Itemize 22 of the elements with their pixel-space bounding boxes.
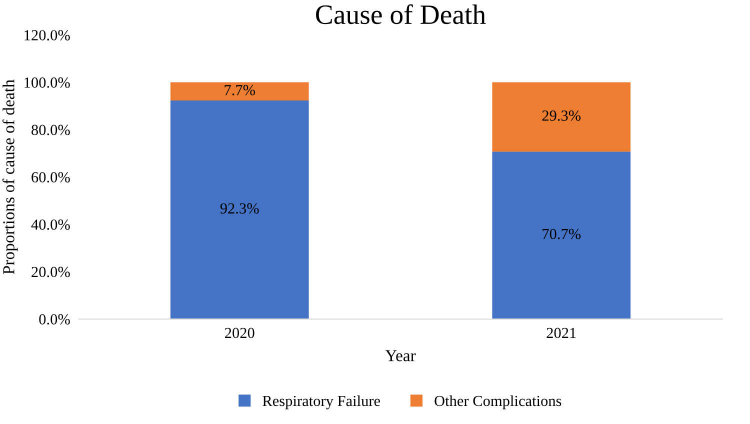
x-tick-label: 2021: [546, 328, 576, 338]
data-label: 29.3%: [542, 110, 581, 121]
y-axis-title: Proportions of cause of death: [2, 80, 18, 274]
legend-label: Other Complications: [434, 395, 562, 410]
bar: [492, 82, 631, 152]
y-tick-label: 20.0%: [32, 266, 70, 278]
y-tick-label: 60.0%: [32, 172, 70, 182]
bar: [170, 100, 309, 320]
data-label: 7.7%: [224, 84, 256, 96]
bar: [492, 152, 631, 320]
x-axis-title: Year: [385, 350, 416, 362]
y-tick-label: 80.0%: [32, 124, 70, 136]
data-label: 70.7%: [542, 228, 581, 240]
y-tick-label: 0.0%: [39, 314, 70, 325]
legend-label: Respiratory Failure: [262, 395, 380, 410]
y-tick-label: 120.0%: [24, 30, 70, 40]
chart-title: Cause of Death: [316, 4, 486, 24]
y-tick-label: 100.0%: [24, 77, 70, 88]
data-label: 92.3%: [220, 203, 259, 214]
bar: [170, 82, 309, 101]
y-tick-label: 40.0%: [31, 219, 70, 230]
x-tick-label: 2020: [225, 328, 254, 338]
